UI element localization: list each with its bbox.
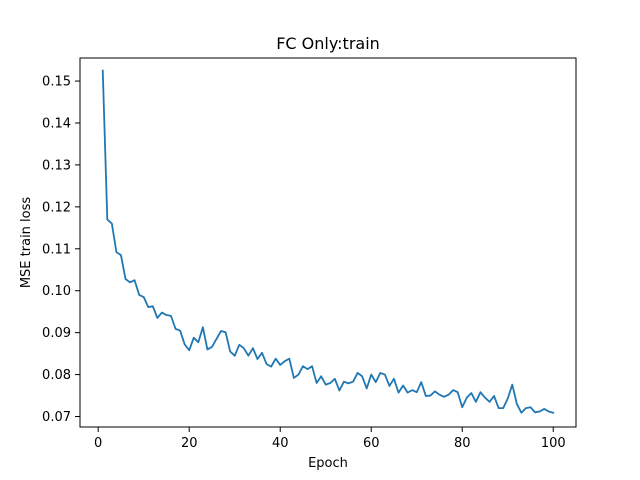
plot-frame: [79, 57, 577, 428]
x-tick-label: 80: [454, 436, 471, 451]
y-tick-label: 0.13: [42, 158, 71, 173]
y-tick-label: 0.08: [42, 368, 71, 383]
y-axis-label: MSE train loss: [19, 197, 34, 289]
plot-area: [80, 58, 576, 427]
y-tick-label: 0.11: [42, 242, 71, 257]
x-axis-ticks: 0 20 40 60 80 100: [94, 427, 566, 451]
y-tick-label: 0.07: [42, 410, 71, 425]
x-tick-label: 60: [363, 436, 380, 451]
y-tick-label: 0.12: [42, 200, 71, 215]
y-axis-ticks: 0.07 0.08 0.09 0.10 0.11 0.12 0.13 0.14 0.15: [42, 75, 80, 425]
x-tick-label: 100: [541, 436, 566, 451]
x-axis-label: Epoch: [308, 456, 348, 471]
y-tick-label: 0.09: [42, 326, 71, 341]
y-tick-label: 0.14: [42, 116, 71, 131]
x-tick-label: 0: [94, 436, 102, 451]
chart-title: FC Only:train: [276, 34, 380, 53]
x-tick-label: 20: [181, 436, 198, 451]
series-line: [101, 69, 555, 414]
y-tick-label: 0.10: [42, 284, 71, 299]
x-tick-label: 40: [272, 436, 289, 451]
y-tick-label: 0.15: [42, 75, 71, 90]
